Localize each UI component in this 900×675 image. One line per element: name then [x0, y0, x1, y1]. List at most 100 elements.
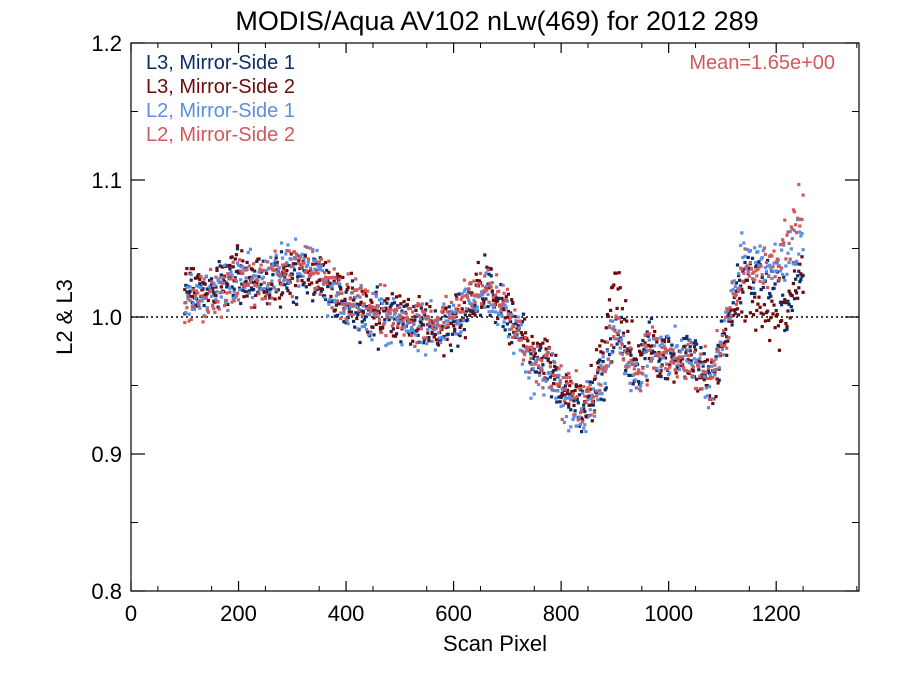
- data-point: [606, 314, 610, 318]
- data-point: [516, 315, 520, 319]
- data-point: [730, 281, 734, 285]
- data-point: [560, 387, 564, 391]
- data-point: [374, 290, 378, 294]
- data-point: [563, 387, 567, 392]
- data-point: [259, 287, 263, 291]
- data-point: [546, 371, 550, 375]
- data-point: [233, 276, 237, 280]
- data-point: [235, 247, 240, 251]
- data-point: [307, 282, 312, 287]
- data-point: [400, 343, 404, 347]
- data-point: [412, 305, 416, 309]
- data-point: [374, 322, 378, 327]
- data-point: [515, 327, 519, 331]
- data-point: [414, 304, 418, 308]
- data-point: [209, 267, 213, 271]
- data-point: [543, 337, 547, 341]
- data-point: [578, 422, 583, 426]
- data-point: [428, 325, 432, 329]
- data-point: [566, 382, 570, 386]
- data-point: [783, 218, 787, 222]
- data-point: [429, 299, 433, 303]
- data-point: [410, 334, 414, 338]
- data-point: [684, 353, 688, 357]
- data-point: [296, 279, 300, 283]
- data-point: [278, 305, 283, 309]
- data-point: [676, 359, 680, 363]
- data-point: [366, 330, 370, 334]
- data-point: [643, 333, 647, 337]
- data-point: [546, 351, 550, 355]
- data-point: [796, 216, 800, 220]
- data-point: [712, 359, 716, 363]
- data-point: [462, 300, 466, 305]
- data-point: [640, 371, 644, 375]
- data-point: [596, 371, 600, 375]
- data-point: [521, 344, 526, 348]
- data-point: [599, 350, 603, 354]
- data-point: [795, 291, 799, 295]
- data-point: [480, 302, 484, 306]
- data-point: [610, 351, 614, 355]
- data-point: [261, 275, 265, 279]
- data-point: [485, 265, 489, 269]
- data-point: [438, 324, 442, 328]
- data-point: [415, 341, 419, 345]
- data-point: [413, 344, 417, 348]
- data-point: [277, 296, 281, 300]
- data-point: [386, 342, 390, 346]
- data-point: [286, 278, 290, 282]
- data-point: [386, 297, 390, 301]
- data-point: [598, 344, 602, 348]
- data-point: [231, 294, 235, 298]
- data-point: [373, 308, 377, 312]
- data-point: [360, 313, 364, 317]
- data-point: [552, 382, 556, 386]
- data-point: [213, 310, 217, 315]
- data-point: [646, 343, 650, 347]
- data-point: [595, 389, 599, 393]
- data-point: [274, 256, 278, 260]
- data-point: [283, 283, 287, 287]
- data-point: [198, 299, 202, 303]
- data-point: [385, 315, 389, 319]
- data-point: [612, 283, 616, 287]
- data-point: [774, 260, 778, 264]
- data-point: [213, 293, 217, 297]
- data-point: [214, 297, 218, 302]
- data-point: [389, 341, 393, 345]
- data-point: [418, 317, 422, 321]
- data-point: [202, 277, 206, 281]
- data-point: [774, 269, 778, 273]
- data-point: [446, 323, 450, 327]
- data-point: [763, 252, 767, 257]
- data-point: [293, 257, 298, 261]
- data-point: [341, 300, 345, 304]
- y-tick-label: 0.9: [91, 442, 122, 467]
- data-point: [629, 358, 633, 362]
- data-point: [338, 277, 342, 281]
- data-point: [549, 395, 554, 399]
- data-point: [273, 297, 277, 301]
- data-point: [596, 361, 600, 365]
- data-point: [647, 356, 651, 361]
- data-point: [218, 291, 222, 295]
- data-point: [312, 272, 316, 276]
- data-point: [550, 370, 555, 374]
- data-point: [743, 319, 747, 323]
- data-point: [620, 343, 624, 347]
- data-point: [615, 331, 619, 335]
- data-point: [195, 284, 199, 288]
- data-point: [692, 357, 697, 361]
- data-point: [356, 294, 360, 298]
- data-point: [703, 344, 707, 348]
- data-point: [571, 392, 575, 396]
- data-point: [349, 313, 353, 317]
- data-point: [657, 369, 661, 373]
- data-point: [582, 385, 586, 389]
- data-point: [514, 319, 518, 323]
- data-point: [281, 256, 285, 260]
- data-point: [661, 356, 665, 360]
- data-point: [795, 231, 799, 235]
- data-point: [329, 276, 333, 280]
